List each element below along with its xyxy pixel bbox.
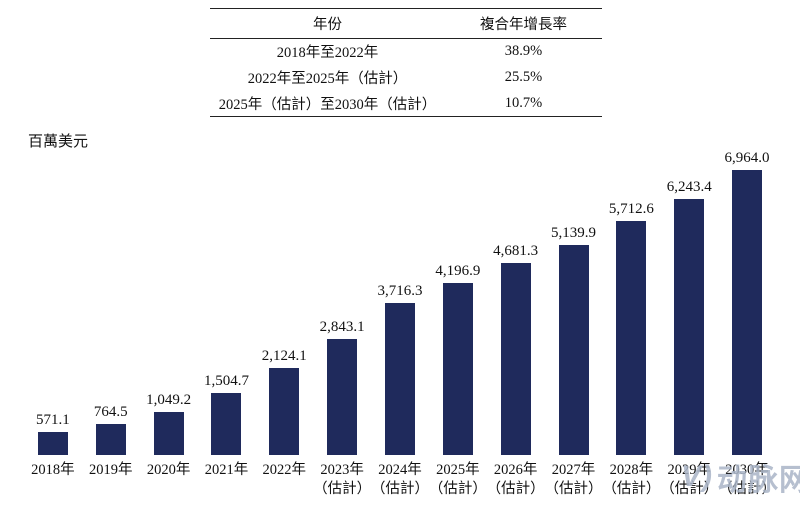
- bar-value-label: 4,681.3: [493, 243, 539, 259]
- bar: [442, 283, 473, 455]
- table-row: 2022年至2025年（估計） 25.5%: [210, 65, 602, 91]
- x-tick-label: 2022年: [262, 462, 307, 478]
- bar: [269, 368, 300, 455]
- bar-column: 3,716.3 2024年 （估計）: [371, 148, 429, 505]
- bar: [37, 432, 68, 455]
- x-tick-label: 2028年 （估計）: [602, 462, 661, 497]
- x-tick-label: 2021年: [204, 462, 249, 478]
- x-tick-label: 2023年 （估計）: [313, 462, 372, 497]
- bar-value-label: 571.1: [36, 412, 70, 428]
- bar: [211, 393, 242, 455]
- period-cell: 2018年至2022年: [276, 45, 379, 62]
- x-tick-label: 2030年 （估計）: [718, 462, 777, 497]
- cagr-cell: 25.5%: [504, 69, 543, 85]
- bar-value-label: 764.5: [93, 404, 128, 420]
- bar-column: 764.5 2019年: [82, 148, 140, 505]
- bar: [153, 412, 184, 455]
- bar-column: 2,843.1 2023年 （估計）: [313, 148, 371, 505]
- watermark: V) 动脉网: [681, 455, 800, 499]
- x-tick-label: 2029年 （估計）: [660, 462, 719, 497]
- bar-value-label: 6,243.4: [666, 179, 712, 195]
- bar-value-label: 1,049.2: [146, 392, 192, 408]
- bar: [558, 245, 589, 455]
- bar-column: 2,124.1 2022年: [255, 148, 313, 505]
- table-header-cagr: 複合年增長率: [480, 17, 567, 33]
- x-tick-label: 2020年: [146, 462, 191, 478]
- table-header-year: 年份: [313, 17, 342, 33]
- bar-value-label: 6,964.0: [724, 150, 770, 166]
- bar: [384, 303, 415, 455]
- bar-column: 4,681.3 2026年 （估計）: [487, 148, 545, 505]
- bar: [500, 263, 531, 455]
- watermark-logo-icon: V): [681, 460, 713, 493]
- table-row: 2018年至2022年 38.9%: [210, 39, 602, 65]
- bar-column: 571.1 2018年: [24, 148, 82, 505]
- x-tick-label: 2018年: [31, 462, 75, 478]
- x-tick-label: 2025年 （估計）: [428, 462, 487, 497]
- table-header-row: 年份 複合年增長率: [210, 8, 602, 39]
- x-tick-label: 2026年 （估計）: [486, 462, 545, 497]
- bar: [732, 170, 763, 455]
- x-tick-label: 2024年 （估計）: [370, 462, 429, 497]
- bar-column: 6,243.4 2029年 （估計）: [660, 148, 718, 505]
- bar-column: 4,196.9 2025年 （估計）: [429, 148, 487, 505]
- bar-value-label: 2,124.1: [261, 348, 307, 364]
- bar: [327, 339, 358, 455]
- cagr-table: 年份 複合年增長率 2018年至2022年 38.9% 2022年至2025年（…: [210, 8, 602, 117]
- y-axis-unit-label: 百萬美元: [28, 134, 89, 150]
- bar: [95, 424, 126, 455]
- bar-value-label: 2,843.1: [319, 319, 365, 335]
- bar-value-label: 5,712.6: [608, 201, 654, 217]
- x-tick-label: 2019年: [89, 462, 133, 478]
- bar-column: 5,712.6 2028年 （估計）: [602, 148, 660, 505]
- period-cell: 2025年（估計）至2030年（估計）: [218, 96, 437, 113]
- x-tick-label: 2027年 （估計）: [544, 462, 603, 497]
- table-row: 2025年（估計）至2030年（估計） 10.7%: [210, 91, 602, 117]
- bar-column: 5,139.9 2027年 （估計）: [545, 148, 603, 505]
- bar-column: 1,049.2 2020年: [140, 148, 198, 505]
- bars-area: 571.1 2018年 764.5 2019年 1,049.2 2020年 1,504.7 2…: [24, 148, 776, 505]
- cagr-cell: 10.7%: [504, 94, 543, 111]
- bar: [674, 199, 705, 455]
- bar: [616, 221, 647, 455]
- bar-value-label: 1,504.7: [203, 373, 249, 389]
- bar-value-label: 4,196.9: [435, 263, 481, 279]
- bar-value-label: 5,139.9: [551, 225, 597, 241]
- bar-column: 1,504.7 2021年: [198, 148, 256, 505]
- bar-value-label: 3,716.3: [377, 283, 423, 299]
- period-cell: 2022年至2025年（估計）: [247, 71, 408, 87]
- watermark-text: 动脉网: [717, 464, 800, 497]
- cagr-cell: 38.9%: [504, 43, 543, 60]
- bar-column: 6,964.0 2030年 （估計）: [718, 148, 776, 505]
